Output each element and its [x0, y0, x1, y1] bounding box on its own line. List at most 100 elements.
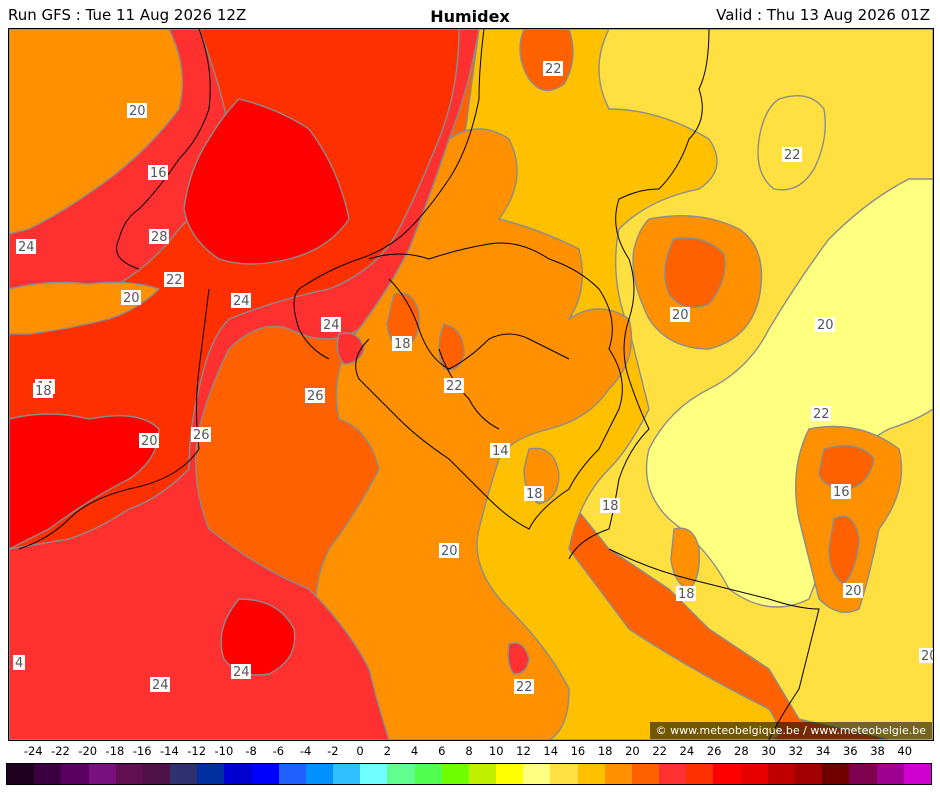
contour-label: 26: [307, 389, 324, 404]
scale-swatch: [224, 764, 252, 784]
contour-label-bg: [524, 486, 544, 501]
scale-tick-label: -18: [105, 744, 125, 758]
scale-swatch: [822, 764, 850, 784]
humidex-zone-20: [828, 515, 860, 585]
contour-label: 20: [845, 584, 862, 599]
contour-label-bg: [490, 443, 510, 458]
contour-label-bg: [670, 307, 690, 322]
scale-tick-label: 0: [356, 744, 364, 758]
contour-label: 22: [446, 379, 463, 394]
contour-label: 20: [441, 544, 458, 559]
scale-swatch: [876, 764, 904, 784]
color-scale: -24 -22 -20 -18 -16 -14 -12 -10 -8 -6 -4 -2 0 2 4 6 8 10 1…: [6, 744, 932, 794]
scale-swatch: [794, 764, 823, 784]
contour-label-bg: [782, 147, 802, 162]
contour-label-bg: [919, 648, 933, 663]
contour-label: 24: [233, 294, 250, 309]
run-label: Run GFS : Tue 11 Aug 2026 12Z: [8, 6, 247, 24]
contour-label: 24: [18, 240, 35, 255]
contour-labels: 2220162228242422202420201814262220262214…: [13, 61, 933, 695]
contour-label: 18: [602, 499, 619, 514]
contour-label: 22: [166, 273, 183, 288]
contour-label-bg: [16, 239, 36, 254]
contour-label-bg: [148, 165, 168, 180]
contour-label: 22: [516, 680, 533, 695]
contour-label: 26: [193, 428, 210, 443]
contour-label-bg: [321, 317, 341, 332]
scale-swatch: [441, 764, 469, 784]
scale-tick-label: -14: [160, 744, 179, 758]
scale-tick-label: -10: [214, 744, 234, 758]
humidex-zone-20: [315, 128, 633, 740]
scale-swatch: [88, 764, 116, 784]
scale-tick-label: 26: [706, 744, 722, 758]
scale-swatch: [631, 764, 660, 784]
scale-swatch: [305, 764, 334, 784]
contour-label-bg: [121, 290, 141, 305]
scale-swatch: [142, 764, 171, 784]
scale-swatch: [414, 764, 442, 784]
contour-label: 20: [123, 291, 140, 306]
scale-tick-label: 10: [488, 744, 504, 758]
scale-swatch: [7, 764, 35, 784]
scale-tick-label: 12: [516, 744, 531, 758]
scale-tick-label: -22: [51, 744, 70, 758]
contour-label-bg: [392, 336, 412, 351]
scale-swatch: [686, 764, 714, 784]
scale-tick-label: 2: [383, 744, 391, 758]
contour-label-bg: [305, 388, 325, 403]
contour-label: 14: [492, 444, 509, 459]
humidex-map: 2220162228242422202420201814262220262214…: [8, 28, 934, 741]
contour-label: 4: [15, 656, 23, 671]
scale-tick-label: 28: [734, 744, 749, 758]
contour-label-bg: [600, 498, 620, 513]
scale-tick-label: -8: [245, 744, 257, 758]
scale-tick-label: -20: [78, 744, 98, 758]
scale-swatch: [849, 764, 877, 784]
scale-swatch: [767, 764, 795, 784]
contour-label: 20: [141, 434, 158, 449]
scale-swatch: [251, 764, 279, 784]
scale-swatch: [360, 764, 388, 784]
humidex-zone-26: [220, 598, 296, 676]
scale-swatch: [387, 764, 415, 784]
scale-swatch: [468, 764, 497, 784]
scale-swatch: [659, 764, 687, 784]
scale-tick-label: -16: [132, 744, 152, 758]
copyright-credit: © www.meteobelgique.be / www.meteobelgie…: [649, 722, 932, 739]
country-borders: [18, 29, 820, 740]
scale-swatch: [550, 764, 578, 784]
contour-label: 18: [526, 487, 543, 502]
contour-label-bg: [439, 543, 459, 558]
contour-label: 22: [813, 407, 830, 422]
scale-tick-label: 32: [788, 744, 804, 758]
humidex-zone-28: [9, 413, 160, 550]
scale-swatch: [713, 764, 741, 784]
contour-label-bg: [815, 317, 835, 332]
valid-label: Valid : Thu 13 Aug 2026 01Z: [716, 6, 930, 24]
scale-swatch: [278, 764, 306, 784]
contour-label: 16: [150, 166, 167, 181]
scale-tick-label: -6: [272, 744, 285, 758]
contour-label: 18: [678, 587, 695, 602]
scale-bar: [6, 763, 932, 785]
contour-label-bg: [139, 433, 159, 448]
contour-label: 24: [152, 678, 169, 693]
map-title: Humidex: [430, 7, 510, 26]
scale-tick-label: -2: [327, 744, 339, 758]
contour-label: 22: [784, 148, 801, 163]
contour-label: 20: [921, 649, 933, 664]
contour-label: 24: [323, 318, 340, 333]
scale-tick-label: 22: [652, 744, 667, 758]
contour-label: 18: [394, 337, 411, 352]
humidex-zone-22: [386, 292, 420, 350]
scale-swatch: [61, 764, 89, 784]
scale-tick-label: 6: [438, 744, 446, 758]
contour-label-bg: [231, 293, 251, 308]
contour-label-bg: [231, 664, 251, 679]
contour-label-bg: [831, 484, 851, 499]
scale-tick-label: 14: [543, 744, 559, 758]
contour-label-bg: [676, 586, 696, 601]
scale-tick-label: 24: [679, 744, 695, 758]
scale-tick-label: -24: [23, 744, 43, 758]
